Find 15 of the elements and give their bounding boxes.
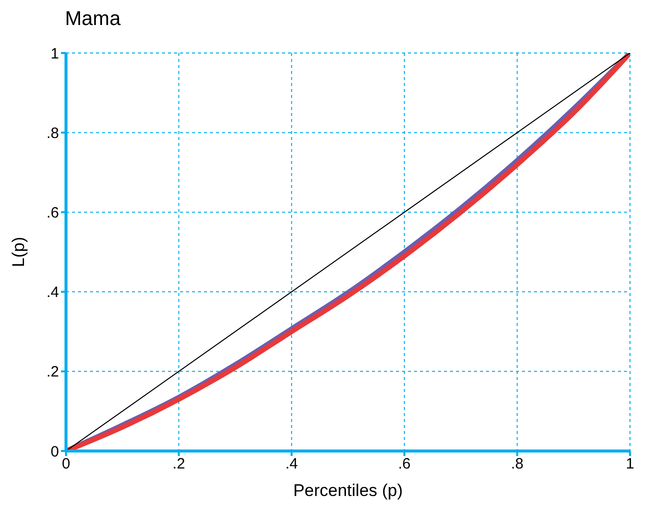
y-tick-label: .2 (46, 364, 59, 381)
x-axis-title: Percentiles (p) (293, 481, 403, 500)
x-tick-label: 0 (62, 456, 70, 473)
x-tick-label: .8 (510, 456, 524, 473)
y-tick-label: .6 (46, 204, 59, 222)
y-tick-label: .4 (46, 284, 59, 302)
x-tick-label: .2 (172, 456, 186, 473)
chart-title: Mama (65, 8, 121, 31)
x-tick-label: .4 (285, 456, 298, 473)
y-axis-title: L(p) (9, 236, 28, 268)
x-tick-label: .6 (398, 456, 411, 473)
y-tick-label: 1 (50, 45, 59, 62)
y-tick-label: 0 (50, 443, 59, 460)
x-tick-label: 1 (626, 456, 634, 473)
y-tick-label: .8 (46, 124, 59, 142)
